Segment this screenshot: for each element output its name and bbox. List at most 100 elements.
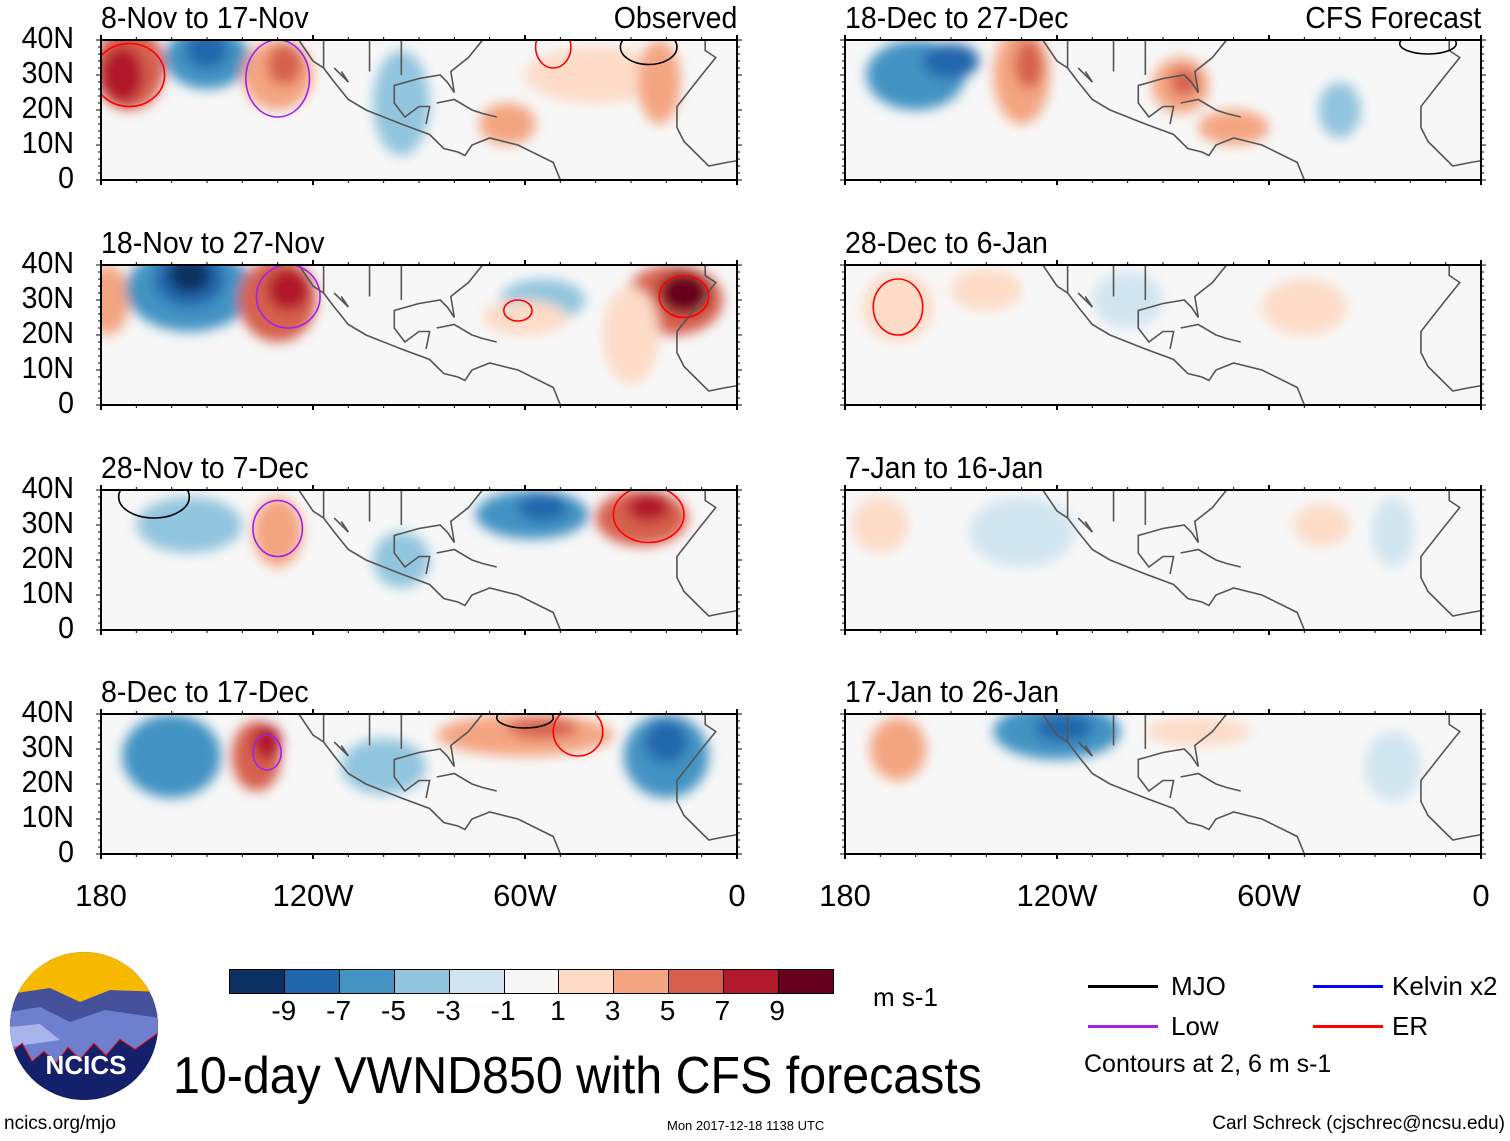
x-tick-label: 120W xyxy=(272,878,354,913)
anomaly-shading xyxy=(862,272,934,342)
figure-title: 10-day VWND850 with CFS forecasts xyxy=(173,1047,982,1105)
y-tick-label: 0 xyxy=(58,385,74,420)
coastline xyxy=(298,40,562,180)
y-tick-label: 10N xyxy=(21,575,74,610)
coastline xyxy=(298,265,562,405)
coastline xyxy=(1420,40,1481,167)
anomaly-shading xyxy=(101,47,144,103)
y-tick-label: 30N xyxy=(21,55,74,90)
colorbar-swatch xyxy=(614,970,670,993)
anomaly-shading xyxy=(122,714,222,798)
y-tick-label: 10N xyxy=(21,799,74,834)
y-tick-label: 20N xyxy=(21,315,74,350)
legend-label-kelvin: Kelvin x2 xyxy=(1392,971,1498,1001)
colorbar-swatch xyxy=(230,970,285,993)
legend-label-low: Low xyxy=(1171,1011,1219,1041)
anomaly-shading xyxy=(517,493,568,522)
y-tick-label: 20N xyxy=(21,764,74,799)
colorbar-swatch xyxy=(504,970,560,993)
wave-contour xyxy=(658,274,710,319)
colorbar-swatch xyxy=(669,970,725,993)
wave-contour xyxy=(619,40,678,66)
coastline xyxy=(1180,323,1241,343)
colorbar-label: 7 xyxy=(714,995,731,1026)
coastline xyxy=(1077,741,1093,757)
anomaly-shading xyxy=(627,493,670,522)
coastline xyxy=(1137,490,1228,575)
legend-line-mjo xyxy=(1088,985,1158,988)
colorbar-swatch xyxy=(394,970,450,993)
map-panel xyxy=(840,260,1486,410)
coastline xyxy=(333,292,349,308)
map-panel xyxy=(96,709,742,859)
anomaly-shading xyxy=(482,300,568,335)
coastline xyxy=(1137,40,1228,125)
y-tick-label: 40N xyxy=(21,470,74,505)
coastline xyxy=(1137,265,1228,350)
anomaly-shading xyxy=(645,721,688,763)
map-panel xyxy=(840,485,1486,635)
anomaly-shading xyxy=(1014,40,1043,89)
y-tick-label: 30N xyxy=(21,280,74,315)
y-tick-label: 40N xyxy=(21,694,74,729)
wave-contour xyxy=(245,40,311,118)
colorbar-swatch xyxy=(339,970,395,993)
colorbar-label: 1 xyxy=(550,995,566,1026)
colorbar-swatch xyxy=(449,970,505,993)
anomaly-shading xyxy=(852,497,909,553)
coastline xyxy=(676,265,737,392)
coastline xyxy=(1042,265,1306,405)
legend-line-low xyxy=(1088,1025,1158,1028)
colorbar-swatch xyxy=(779,970,833,993)
colorbar-swatch xyxy=(724,970,780,993)
panel-title: 28-Nov to 7-Dec xyxy=(101,450,309,485)
y-tick-label: 30N xyxy=(21,505,74,540)
coastline xyxy=(1077,67,1093,83)
coastline xyxy=(1137,714,1228,799)
anomaly-shading xyxy=(341,738,427,795)
anomaly-shading xyxy=(185,40,229,68)
legend-label-er: ER xyxy=(1392,1011,1429,1041)
anomaly-shading xyxy=(1293,504,1351,546)
wave-contour xyxy=(872,278,924,336)
anomaly-shading xyxy=(267,43,303,86)
coastline xyxy=(393,490,484,575)
colorbar-label: 3 xyxy=(604,995,621,1026)
wave-contour xyxy=(1398,40,1458,55)
panel-label: CFS Forecast xyxy=(1305,0,1481,35)
map-background xyxy=(845,265,1481,405)
colorbar-label: 5 xyxy=(659,995,676,1026)
panel-title: 18-Dec to 27-Dec xyxy=(845,0,1069,35)
x-tick-label: 120W xyxy=(1016,878,1098,913)
panel-title: 8-Nov to 17-Nov xyxy=(101,0,309,35)
panel-label: Observed xyxy=(613,0,737,35)
x-tick-label: 0 xyxy=(728,878,746,913)
colorbar-units: m s-1 xyxy=(873,982,938,1012)
ncics-logo: NCICS xyxy=(10,952,158,1100)
wave-contour xyxy=(252,734,283,771)
anomaly-shading xyxy=(479,103,536,145)
wave-contour xyxy=(552,714,604,757)
colorbar-swatch xyxy=(559,970,615,993)
legend-line-kelvin xyxy=(1313,985,1383,988)
map-panel xyxy=(96,485,742,635)
coastline xyxy=(1042,40,1306,180)
y-tick-label: 10N xyxy=(21,350,74,385)
coastline xyxy=(333,741,349,757)
panel-title: 7-Jan to 16-Jan xyxy=(845,450,1044,485)
colorbar-label: -1 xyxy=(490,995,516,1026)
x-tick-label: 60W xyxy=(1237,878,1301,913)
panel-title: 8-Dec to 17-Dec xyxy=(101,674,309,709)
y-tick-label: 40N xyxy=(21,245,74,280)
anomaly-shading xyxy=(1198,110,1269,145)
anomaly-shading xyxy=(968,497,1075,567)
wave-contour xyxy=(612,490,685,544)
anomaly-shading xyxy=(1261,279,1347,335)
anomaly-shading xyxy=(1371,497,1414,567)
anomaly-shading xyxy=(267,268,310,311)
wave-contour xyxy=(534,40,572,69)
coastline xyxy=(333,67,349,83)
coastline xyxy=(436,772,497,792)
x-tick-label: 180 xyxy=(75,878,127,913)
